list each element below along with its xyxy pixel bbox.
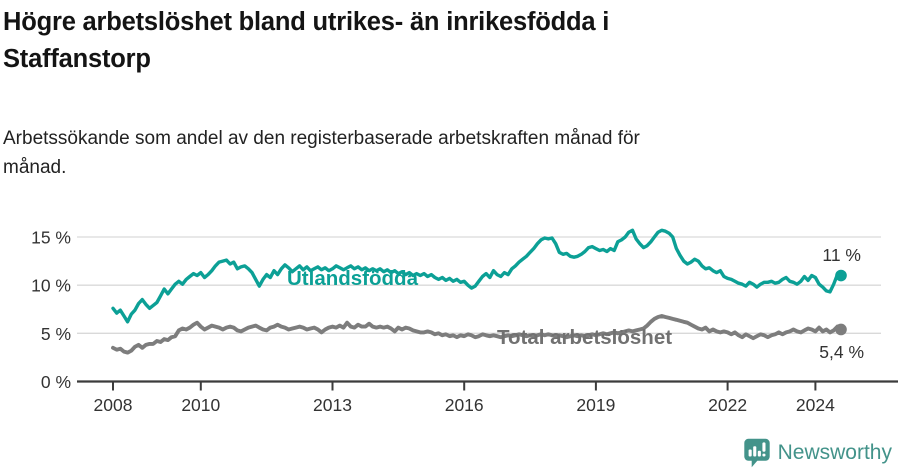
series-line-utlandsfodda bbox=[111, 228, 843, 324]
speech-bubble-shape bbox=[743, 438, 770, 468]
bar-1 bbox=[748, 449, 752, 457]
series-end-value: 5,4 % bbox=[819, 342, 864, 362]
series-end-value: 11 % bbox=[822, 245, 861, 265]
newsworthy-logo-icon bbox=[743, 438, 770, 468]
y-tick-label: 5 % bbox=[41, 324, 71, 344]
bar-3 bbox=[757, 450, 761, 457]
x-tick-label: 2024 bbox=[796, 395, 835, 415]
x-tick-label: 2019 bbox=[576, 395, 615, 415]
y-tick-label: 0 % bbox=[41, 372, 71, 392]
bar-2 bbox=[752, 446, 756, 457]
x-tick-label: 2013 bbox=[313, 395, 352, 415]
x-tick-label: 2022 bbox=[708, 395, 747, 415]
brand-footer: Newsworthy bbox=[743, 438, 892, 468]
series-end-dot bbox=[835, 269, 847, 282]
exclamation-dot bbox=[762, 453, 766, 457]
page-title: Högre arbetslöshet bland utrikes- än inr… bbox=[3, 8, 610, 73]
y-tick-label: 15 % bbox=[31, 228, 71, 248]
series-line-total bbox=[111, 314, 843, 355]
brand-name: Newsworthy bbox=[777, 441, 892, 464]
series-label: Utlandsfödda bbox=[287, 267, 419, 290]
chart-subtitle: Arbetssökande som andel av den registerb… bbox=[3, 128, 640, 178]
series-end-dot bbox=[835, 323, 847, 336]
exclamation-stroke bbox=[762, 442, 766, 452]
series-label: Total arbetslöshet bbox=[497, 326, 672, 349]
x-tick-label: 2016 bbox=[445, 395, 484, 415]
y-tick-label: 10 % bbox=[31, 276, 71, 296]
x-tick-label: 2008 bbox=[94, 395, 133, 415]
x-tick-label: 2010 bbox=[181, 395, 220, 415]
